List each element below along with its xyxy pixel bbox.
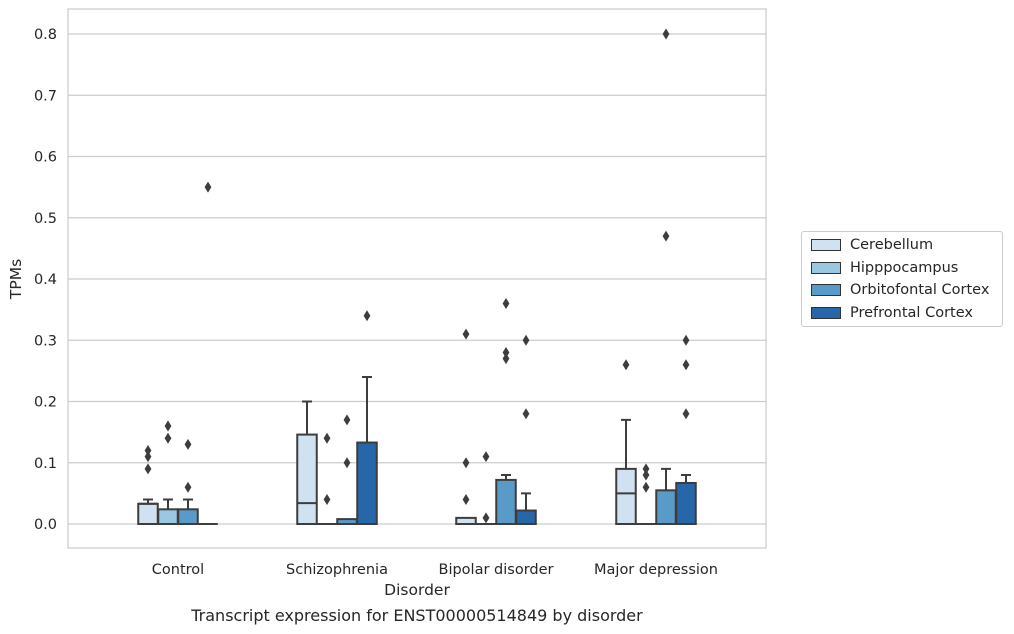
- legend-label: Orbitofontal Cortex: [850, 282, 990, 298]
- legend-item-prefrontal-cortex: Prefrontal Cortex: [811, 304, 973, 322]
- box: [356, 310, 378, 526]
- outlier-point: [642, 469, 650, 481]
- y-tick-label: 0.7: [34, 88, 57, 104]
- box: [198, 181, 218, 525]
- box: [296, 400, 318, 526]
- y-tick-label: 0.2: [34, 395, 57, 411]
- box-body: [515, 509, 537, 525]
- outlier-point: [204, 181, 212, 193]
- outlier-point: [682, 359, 690, 371]
- outlier-point: [164, 420, 172, 432]
- outlier-point: [522, 408, 530, 420]
- figure-caption: Transcript expression for ENST0000051484…: [191, 606, 643, 625]
- box: [476, 451, 496, 525]
- outlier-point: [164, 432, 172, 444]
- y-tick-label: 0.0: [34, 517, 57, 533]
- boxes: [137, 28, 697, 526]
- legend-item-hipppocampus: Hipppocampus: [811, 259, 958, 277]
- box-body: [615, 467, 637, 525]
- outlier-point: [323, 494, 331, 505]
- outlier-point: [184, 438, 192, 450]
- outlier-point: [184, 481, 192, 493]
- y-tick-label: 0.3: [34, 333, 57, 349]
- legend-swatch: [811, 262, 841, 274]
- box-body: [675, 481, 697, 525]
- box-body: [495, 478, 517, 525]
- outlier-point: [502, 353, 510, 365]
- y-axis-ticks: 0.0 0.1 0.2 0.3 0.4 0.5 0.6 0.7 0.8: [34, 27, 57, 533]
- x-axis-label: Disorder: [384, 581, 450, 599]
- box: [455, 328, 477, 525]
- outlier-point: [642, 481, 650, 493]
- box: [515, 334, 537, 525]
- outlier-point: [144, 451, 152, 463]
- box: [317, 432, 337, 525]
- x-axis-ticks: Control Schizophrenia Bipolar disorder Majo…: [152, 562, 718, 578]
- legend-label: Prefrontal Cortex: [850, 305, 973, 321]
- legend-swatch: [811, 284, 841, 296]
- outlier-point: [144, 445, 152, 456]
- y-tick-label: 0.4: [34, 272, 57, 288]
- x-tick-label: Bipolar disorder: [439, 562, 554, 578]
- legend-label: Cerebellum: [850, 237, 934, 253]
- outlier-point: [323, 432, 331, 444]
- box-body: [137, 502, 159, 526]
- legend-item-cerebellum: Cerebellum: [811, 236, 933, 254]
- outlier-point: [682, 334, 690, 346]
- x-tick-label: Schizophrenia: [286, 562, 388, 578]
- outlier-point: [462, 328, 470, 340]
- box-body: [655, 489, 677, 525]
- outlier-point: [482, 451, 490, 463]
- outlier-point: [343, 457, 351, 469]
- outlier-point: [522, 334, 530, 346]
- outlier-point: [622, 359, 630, 371]
- box-body: [356, 441, 378, 526]
- outlier-point: [642, 463, 650, 475]
- y-tick-label: 0.1: [34, 456, 57, 472]
- box: [157, 420, 179, 525]
- box: [675, 334, 697, 525]
- outlier-point: [343, 414, 351, 426]
- outlier-point: [144, 463, 152, 475]
- box: [137, 445, 159, 526]
- outlier-point: [502, 347, 510, 358]
- y-tick-label: 0.5: [34, 211, 57, 227]
- box: [636, 463, 656, 525]
- outlier-point: [462, 457, 470, 469]
- legend-label: Hipppocampus: [850, 260, 959, 276]
- box: [336, 414, 358, 525]
- outlier-point: [363, 310, 371, 322]
- box-body: [177, 508, 199, 525]
- y-tick-label: 0.6: [34, 150, 57, 166]
- outlier-point: [482, 512, 490, 524]
- plot-frame: [67, 8, 767, 549]
- grid-lines: [68, 33, 766, 525]
- outlier-point: [502, 298, 510, 309]
- x-tick-label: Control: [152, 562, 204, 578]
- y-axis-label: TPMs: [7, 259, 25, 300]
- outlier-point: [682, 408, 690, 420]
- legend-swatch: [811, 239, 841, 251]
- outlier-point: [662, 230, 670, 242]
- box-body: [296, 433, 318, 526]
- box: [655, 28, 677, 525]
- box: [177, 438, 199, 525]
- box: [615, 359, 637, 525]
- box-body: [157, 508, 179, 525]
- y-tick-label: 0.8: [34, 27, 57, 43]
- legend-item-orbitofontal-cortex: Orbitofontal Cortex: [811, 281, 989, 299]
- outlier-point: [662, 28, 670, 40]
- x-tick-label: Major depression: [594, 562, 718, 578]
- outlier-point: [462, 494, 470, 505]
- legend-swatch: [811, 307, 841, 319]
- box: [495, 298, 517, 525]
- legend: Cerebellum Hipppocampus Orbitofontal Cor…: [801, 231, 1003, 327]
